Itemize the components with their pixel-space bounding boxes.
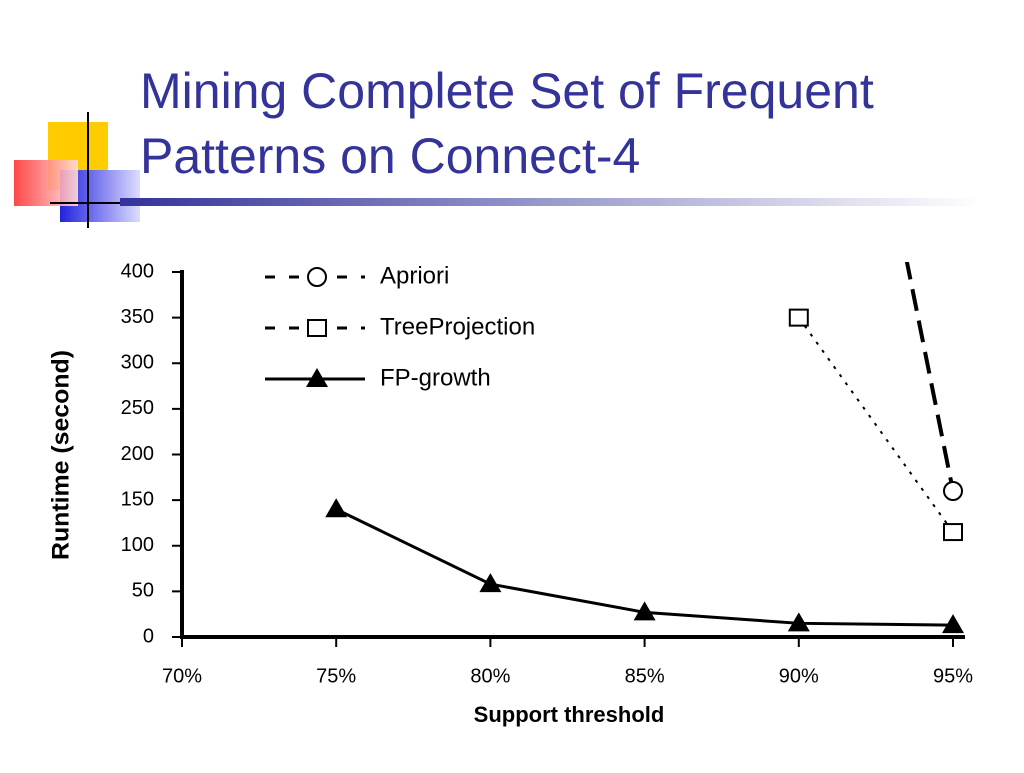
x-tick-label: 85%: [625, 665, 665, 687]
marker: [479, 573, 502, 593]
y-axis-label: Runtime (second): [47, 350, 74, 560]
y-tick-label: 400: [121, 260, 154, 282]
marker: [307, 267, 327, 287]
y-tick-label: 300: [121, 352, 154, 374]
legend-label: Apriori: [380, 262, 449, 289]
marker: [943, 523, 963, 542]
x-tick-label: 95%: [933, 665, 973, 687]
series-line: [904, 262, 955, 492]
y-tick-label: 150: [121, 488, 154, 510]
marker: [787, 612, 810, 632]
plot-area: [325, 262, 964, 634]
marker: [788, 308, 809, 327]
x-tick-label: 90%: [779, 665, 819, 687]
marker: [307, 319, 327, 337]
marker: [943, 481, 963, 501]
x-axis-label: Support threshold: [474, 702, 665, 727]
y-tick-label: 50: [132, 580, 154, 602]
legend-label: FP-growth: [380, 364, 491, 391]
y-tick-label: 100: [121, 534, 154, 556]
y-tick-label: 200: [121, 443, 154, 465]
marker: [942, 614, 964, 634]
y-tick-label: 250: [121, 397, 154, 419]
y-tick-label: 0: [143, 625, 154, 647]
x-tick-label: 75%: [316, 665, 356, 687]
marker: [306, 368, 328, 387]
slide-title: Mining Complete Set of Frequent: [140, 63, 874, 119]
marker: [325, 498, 348, 518]
x-tick-label: 70%: [162, 665, 202, 687]
x-tick-label: 80%: [470, 665, 510, 687]
slide-title: Patterns on Connect-4: [140, 128, 640, 184]
y-tick-label: 350: [121, 306, 154, 328]
marker: [633, 601, 656, 621]
decoration: [14, 112, 980, 228]
legend-label: TreeProjection: [380, 313, 535, 340]
series-line: [797, 317, 954, 533]
